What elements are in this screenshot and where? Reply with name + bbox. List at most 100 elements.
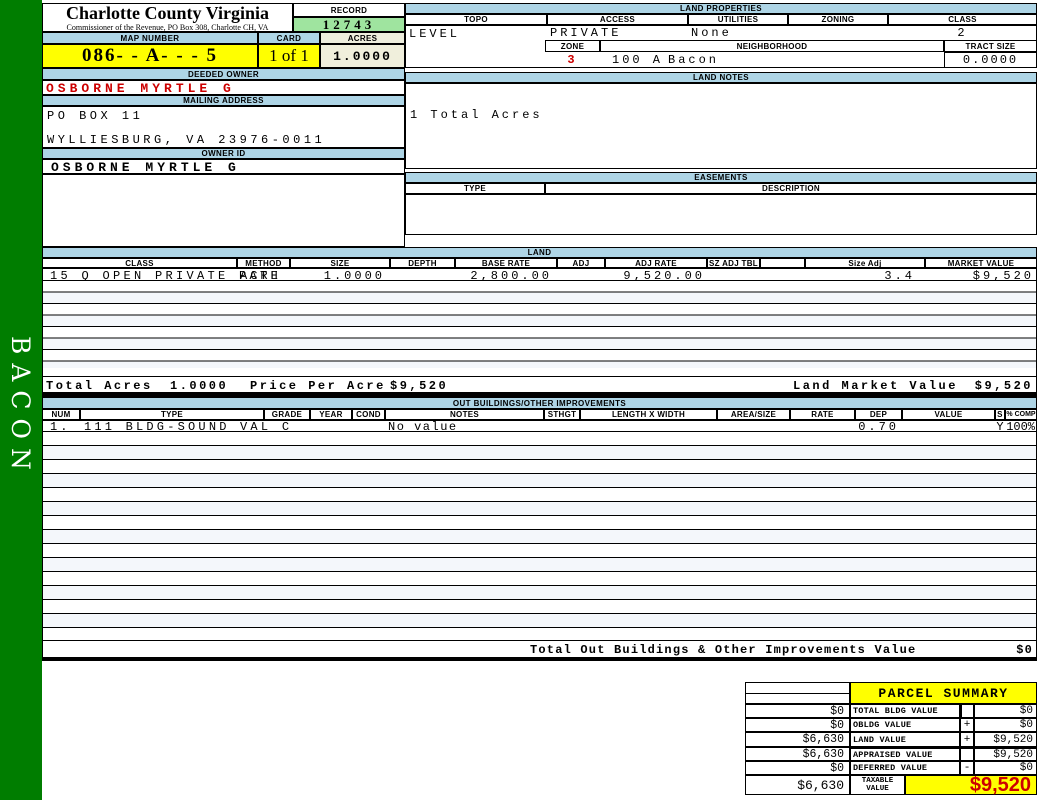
neighborhood-vertical-label: BACON: [6, 336, 35, 479]
ps-row5-label: DEFERRED VALUE: [850, 761, 960, 775]
commissioner-subtitle: Commissioner of the Revenue, PO Box 308,…: [66, 23, 269, 32]
land-notes-box: 1 Total Acres: [405, 83, 1037, 169]
price-per-acre-label: Price Per Acre: [250, 379, 386, 393]
land-gap: [42, 368, 1037, 376]
title-box: Charlotte County Virginia Commissioner o…: [42, 3, 293, 32]
land-notes-band: LAND NOTES: [405, 72, 1037, 83]
ob-row-grade: C: [281, 420, 293, 434]
land-col-sz-adj-tbl: SZ ADJ TBL: [707, 258, 760, 268]
land-col-base-rate: BASE RATE: [455, 258, 557, 268]
map-number-header: MAP NUMBER: [42, 32, 258, 44]
land-row-method: ACRE: [240, 269, 281, 283]
ps-row5-value: $0: [974, 761, 1037, 775]
ps-row2-op: +: [960, 718, 974, 732]
topo-value: LEVEL: [409, 27, 461, 41]
tract-size-cell: 0.0000: [944, 52, 1037, 68]
land-total-row: [42, 376, 1037, 393]
easement-description-header: DESCRIPTION: [545, 183, 1037, 194]
ps-row2-label: OBLDG VALUE: [850, 718, 960, 732]
land-market-value-total: $9,520: [974, 379, 1033, 393]
land-row-size-adj: 3.4: [884, 269, 915, 283]
access-value: PRIVATE: [550, 26, 622, 40]
land-row-class: 15 Q OPEN PRIVATE PATH: [50, 269, 282, 283]
ob-col-length-width: LENGTH X WIDTH: [580, 409, 717, 420]
record-header: RECORD: [293, 3, 405, 17]
land-col-adj: ADJ: [557, 258, 605, 268]
out-buildings-band: OUT BUILDINGS/OTHER IMPROVEMENTS: [42, 397, 1037, 409]
ob-row-type: 111 BLDG-SOUND VAL: [84, 420, 272, 434]
ob-total-value: $0: [1016, 643, 1033, 657]
ob-col-year: YEAR: [310, 409, 352, 420]
ob-row-dep: 0.70: [858, 420, 899, 434]
neighborhood-value: Bacon: [668, 53, 720, 67]
owner-panel-empty: [42, 174, 405, 247]
owner-id-row: OSBORNE MYRTLE G: [42, 159, 405, 175]
ob-empty-rows: [42, 432, 1037, 640]
easement-type-header: TYPE: [405, 183, 545, 194]
mailing-address-band: MAILING ADDRESS: [42, 95, 405, 106]
zone-header: ZONE: [545, 40, 600, 52]
class-header: CLASS: [888, 14, 1037, 25]
ob-col-value: VALUE: [902, 409, 995, 420]
ps-row5-left: $0: [745, 761, 850, 775]
land-table-band: LAND: [42, 247, 1037, 258]
ob-col-rate: RATE: [790, 409, 855, 420]
land-col-size: SIZE: [290, 258, 390, 268]
map-number-value: 086- - A- - - 5: [42, 44, 258, 68]
ob-col-sthgt: STHGT: [544, 409, 580, 420]
land-col-market-value: MARKET VALUE: [925, 258, 1037, 268]
land-empty-rows: [42, 281, 1037, 368]
ob-thick-divider: [42, 658, 1037, 661]
land-row-size: 1.0000: [323, 269, 385, 283]
land-col-adj-rate: ADJ RATE: [605, 258, 707, 268]
owner-id-band: OWNER ID: [42, 148, 405, 159]
ps-taxable-label: TAXABLE VALUE: [850, 775, 905, 795]
utilities-value: None: [691, 26, 732, 40]
owner-id-value: OSBORNE MYRTLE G: [51, 160, 240, 175]
card-value: 1 of 1: [258, 44, 320, 68]
land-col-class: CLASS: [42, 258, 237, 268]
land-col-method: METHOD: [237, 258, 290, 268]
total-acres-label: Total Acres: [46, 379, 153, 393]
land-thick-divider: [42, 393, 1037, 397]
ob-row: [42, 420, 1037, 432]
ps-row1-op: [960, 704, 974, 718]
ob-col-notes: NOTES: [385, 409, 544, 420]
land-row-base-rate: 2,800.00: [470, 269, 552, 283]
ps-row3-value: $9,520: [974, 732, 1037, 747]
sidebar: BACON: [0, 0, 42, 800]
price-per-acre-value: $9,520: [390, 379, 449, 393]
land-col-depth: DEPTH: [390, 258, 455, 268]
ob-total-row: [42, 640, 1037, 658]
mailing-address-line1: PO BOX 11: [47, 109, 144, 123]
ps-row2-left: $0: [745, 718, 850, 732]
deeded-owner-row: OSBORNE MYRTLE G: [42, 80, 405, 96]
land-row: [42, 268, 1037, 281]
ps-row1-label: TOTAL BLDG VALUE: [850, 704, 960, 718]
ps-corner-divider: [746, 693, 849, 694]
ps-row2-value: $0: [974, 718, 1037, 732]
land-col-size-adj: Size Adj: [805, 258, 925, 268]
class-value: 2: [957, 26, 968, 40]
ps-row3-op: +: [960, 732, 974, 747]
ps-row4-op: [960, 747, 974, 761]
ob-col-num: NUM: [42, 409, 80, 420]
tract-size-value: 0.0000: [962, 53, 1019, 67]
easements-band: EASEMENTS: [405, 172, 1037, 183]
tract-size-header: TRACT SIZE: [944, 40, 1037, 52]
ps-row4-value: $9,520: [974, 747, 1037, 761]
mailing-address-box: PO BOX 11 WYLLIESBURG, VA 23976-0011: [42, 106, 405, 148]
ps-taxable-left: $6,630: [745, 775, 850, 795]
ob-col-area-size: AREA/SIZE: [717, 409, 790, 420]
utilities-header: UTILITIES: [688, 14, 788, 25]
mailing-address-line2: WYLLIESBURG, VA 23976-0011: [47, 133, 326, 147]
ps-row3-left: $6,630: [745, 732, 850, 747]
ob-col-grade: GRADE: [264, 409, 310, 420]
deeded-owner-band: DEEDED OWNER: [42, 68, 405, 80]
total-acres-value: 1.0000: [170, 379, 229, 393]
deeded-owner-name: OSBORNE MYRTLE G: [46, 81, 235, 96]
acres-value: 1.0000: [320, 44, 405, 68]
ps-row4-label: APPRAISED VALUE: [850, 747, 960, 761]
easements-empty-box: [405, 194, 1037, 235]
land-row-adj-rate: 9,520.00: [623, 269, 705, 283]
